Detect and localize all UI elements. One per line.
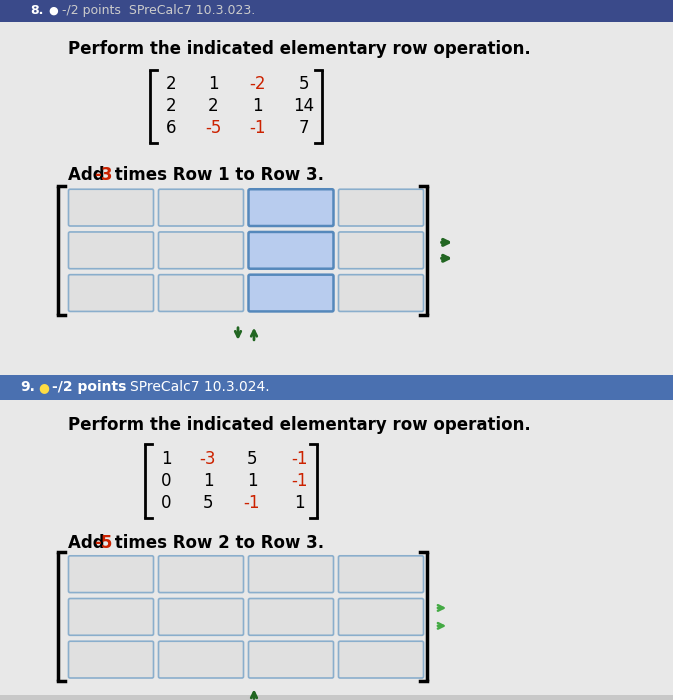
FancyBboxPatch shape <box>69 641 153 678</box>
FancyBboxPatch shape <box>159 189 244 226</box>
Text: 1: 1 <box>208 76 218 93</box>
FancyBboxPatch shape <box>339 274 423 312</box>
FancyBboxPatch shape <box>159 598 244 636</box>
FancyBboxPatch shape <box>0 400 673 695</box>
Text: 1: 1 <box>247 472 257 490</box>
Text: Add: Add <box>68 534 110 552</box>
Text: 2: 2 <box>208 97 218 116</box>
Text: 14: 14 <box>293 97 314 116</box>
FancyBboxPatch shape <box>159 274 244 312</box>
Text: -1: -1 <box>291 450 308 468</box>
Text: 1: 1 <box>293 494 304 512</box>
Text: ●: ● <box>38 381 49 394</box>
Text: Perform the indicated elementary row operation.: Perform the indicated elementary row ope… <box>68 40 531 57</box>
Text: 5: 5 <box>203 494 213 512</box>
Text: 8.: 8. <box>30 4 43 18</box>
Text: SPreCalc7 10.3.024.: SPreCalc7 10.3.024. <box>130 380 270 394</box>
FancyBboxPatch shape <box>69 556 153 593</box>
Text: ●: ● <box>48 6 58 16</box>
Text: -1: -1 <box>244 494 260 512</box>
FancyBboxPatch shape <box>339 598 423 636</box>
Text: 1: 1 <box>161 450 172 468</box>
FancyBboxPatch shape <box>159 556 244 593</box>
FancyBboxPatch shape <box>248 189 334 226</box>
FancyBboxPatch shape <box>159 232 244 269</box>
FancyBboxPatch shape <box>0 374 673 400</box>
Text: 0: 0 <box>161 494 171 512</box>
FancyBboxPatch shape <box>248 641 334 678</box>
Text: 2: 2 <box>166 76 176 93</box>
FancyBboxPatch shape <box>339 232 423 269</box>
Text: -1: -1 <box>291 472 308 490</box>
Text: 5: 5 <box>247 450 257 468</box>
Text: -5: -5 <box>94 534 112 552</box>
Text: -5: -5 <box>205 119 221 137</box>
FancyBboxPatch shape <box>248 274 334 312</box>
Text: 2: 2 <box>166 97 176 116</box>
FancyBboxPatch shape <box>0 22 673 374</box>
Text: 7: 7 <box>299 119 310 137</box>
Text: 6: 6 <box>166 119 176 137</box>
FancyBboxPatch shape <box>339 556 423 593</box>
FancyBboxPatch shape <box>69 274 153 312</box>
Text: -/2 points  SPreCalc7 10.3.023.: -/2 points SPreCalc7 10.3.023. <box>62 4 255 18</box>
Text: -3: -3 <box>94 166 112 184</box>
FancyBboxPatch shape <box>69 232 153 269</box>
Text: -/2 points: -/2 points <box>52 380 131 394</box>
Text: Add: Add <box>68 166 110 184</box>
FancyBboxPatch shape <box>69 598 153 636</box>
Text: times Row 1 to Row 3.: times Row 1 to Row 3. <box>109 166 324 184</box>
Text: 5: 5 <box>299 76 310 93</box>
FancyBboxPatch shape <box>248 232 334 269</box>
Text: 0: 0 <box>161 472 171 490</box>
FancyBboxPatch shape <box>0 0 673 22</box>
Text: 1: 1 <box>252 97 262 116</box>
Text: -2: -2 <box>249 76 265 93</box>
Text: Perform the indicated elementary row operation.: Perform the indicated elementary row ope… <box>68 416 531 434</box>
Text: 9.: 9. <box>20 380 35 394</box>
FancyBboxPatch shape <box>248 556 334 593</box>
FancyBboxPatch shape <box>339 641 423 678</box>
FancyBboxPatch shape <box>339 189 423 226</box>
Text: times Row 2 to Row 3.: times Row 2 to Row 3. <box>109 534 324 552</box>
Text: -1: -1 <box>249 119 265 137</box>
FancyBboxPatch shape <box>159 641 244 678</box>
Text: 1: 1 <box>203 472 213 490</box>
FancyBboxPatch shape <box>69 189 153 226</box>
Text: -3: -3 <box>200 450 216 468</box>
FancyBboxPatch shape <box>248 598 334 636</box>
